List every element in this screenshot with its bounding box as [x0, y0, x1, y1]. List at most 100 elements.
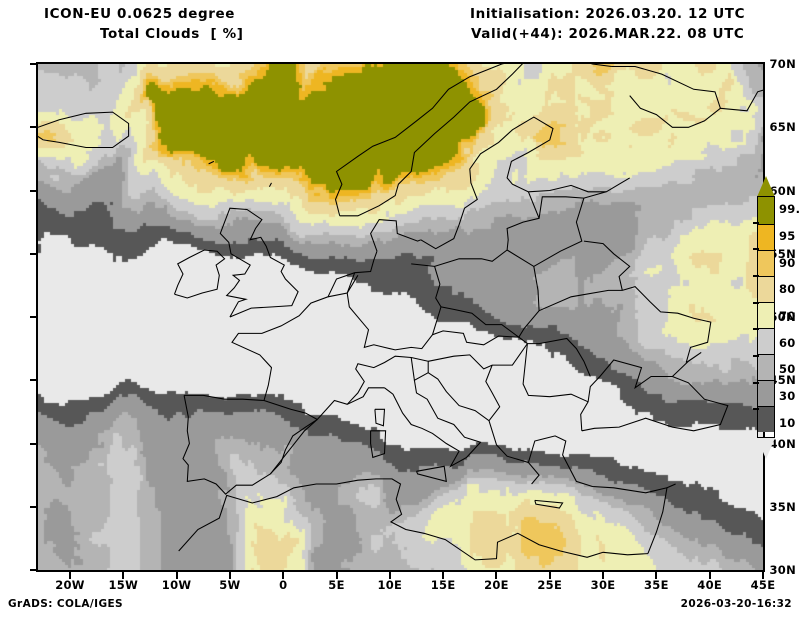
- colorbar-tick-mark: [753, 301, 759, 304]
- coastline-path: [433, 307, 519, 337]
- colorbar-tick-label: 50: [779, 362, 796, 377]
- coastline-path: [584, 241, 630, 290]
- header-left-block: ICON-EU 0.0625 degree Total Clouds [ %]: [44, 4, 374, 44]
- colorbar-band: [758, 327, 774, 354]
- colorbar: [757, 196, 775, 438]
- coastline-path: [519, 266, 539, 337]
- coastline-path: [347, 356, 428, 404]
- map-frame: [36, 62, 765, 572]
- coastline-path: [528, 463, 539, 485]
- lat-tick-mark: [30, 189, 37, 192]
- coastline-path: [612, 67, 721, 128]
- coastline-path: [435, 266, 441, 307]
- coastline-path: [535, 500, 563, 508]
- lat-tick-label: 45N: [769, 373, 796, 388]
- lon-tick-label: 30E: [590, 578, 616, 592]
- map-plot-area: [36, 62, 765, 572]
- coastline-path: [269, 183, 271, 187]
- colorbar-tick-mark: [753, 355, 759, 357]
- colorbar-band: [758, 275, 774, 302]
- coastline-path: [347, 273, 527, 350]
- coastline-path: [340, 64, 529, 216]
- coastline-path: [720, 87, 763, 111]
- colorbar-band: [758, 197, 774, 224]
- lat-tick-label: 40N: [769, 436, 796, 451]
- lon-tick-label: 45E: [750, 578, 776, 592]
- lon-tick-label: 20W: [55, 578, 85, 592]
- colorbar-tick-label: 90: [779, 255, 796, 270]
- lon-tick-mark: [335, 572, 338, 579]
- lon-tick-label: 10W: [161, 578, 192, 592]
- coastline-path: [220, 208, 298, 317]
- coastline-path: [175, 250, 225, 298]
- coastline-path: [209, 161, 214, 164]
- colorbar-tick-label: 70: [779, 309, 796, 323]
- lon-tick-mark: [228, 572, 231, 579]
- coastline-path: [528, 192, 539, 219]
- lat-tick-mark: [30, 126, 37, 129]
- lon-tick-mark: [282, 572, 285, 579]
- render-timestamp: 2026-03-20-16:32: [680, 598, 792, 610]
- colorbar-band: [758, 223, 774, 250]
- lon-tick-label: 5E: [328, 578, 345, 592]
- lon-tick-label: 40E: [697, 578, 723, 592]
- lon-tick-mark: [548, 572, 551, 579]
- lon-tick-label: 25E: [537, 578, 563, 592]
- coastline-path: [328, 275, 358, 297]
- lat-tick-label: 55N: [769, 246, 796, 261]
- lon-tick-mark: [762, 572, 764, 579]
- valid-time: Valid(+44): 2026.MAR.22. 08 UTC: [471, 26, 745, 42]
- coastline-path: [581, 360, 728, 431]
- coastline-path: [539, 287, 711, 363]
- lat-tick-label: 65N: [769, 120, 796, 135]
- colorbar-tick-label: 95: [779, 229, 796, 243]
- lon-tick-mark: [388, 572, 391, 579]
- coastline-path: [486, 365, 500, 421]
- coastline-path: [371, 431, 386, 458]
- lon-tick-label: 10E: [377, 578, 403, 592]
- colorbar-tick-mark: [753, 248, 759, 251]
- lon-tick-label: 35E: [643, 578, 669, 592]
- lon-tick-mark: [68, 572, 71, 579]
- colorbar-tick-mark: [753, 408, 759, 411]
- lon-tick-mark: [708, 572, 711, 579]
- colorbar-tick-label: 10: [779, 415, 796, 430]
- coastline-path: [183, 388, 385, 494]
- colorbar-tick-mark: [753, 275, 759, 277]
- lat-tick-mark: [30, 569, 37, 571]
- lat-tick-mark: [30, 442, 37, 445]
- colorbar-tick-mark: [753, 328, 759, 331]
- colorbar-tick-mark: [753, 221, 759, 224]
- colorbar-under-arrow: [757, 438, 775, 459]
- coastline-path: [507, 198, 584, 266]
- colorbar-band: [758, 380, 774, 407]
- lat-tick-label: 50N: [769, 310, 796, 324]
- lat-tick-mark: [30, 505, 37, 508]
- lat-tick-mark: [30, 252, 37, 255]
- colorbar-tick-label: 30: [779, 389, 796, 403]
- model-title: ICON-EU 0.0625 degree: [44, 6, 236, 22]
- lon-tick-mark: [655, 572, 658, 579]
- lon-tick-mark: [175, 572, 178, 579]
- coastline-path: [184, 251, 377, 400]
- colorbar-band: [758, 249, 774, 276]
- coastline-path: [336, 64, 612, 216]
- coastline-path: [672, 352, 701, 376]
- coastline-path: [411, 358, 414, 381]
- lat-tick-mark: [30, 316, 37, 318]
- coastline-path: [179, 479, 648, 560]
- colorbar-tick-label: 99.5: [779, 202, 800, 217]
- colorbar-tick-label: 60: [779, 335, 796, 350]
- initialisation-time: Initialisation: 2026.03.20. 12 UTC: [470, 6, 746, 22]
- coastline-path: [428, 339, 590, 377]
- lon-tick-mark: [442, 572, 445, 579]
- coastline-path: [417, 466, 447, 481]
- coastline-path: [371, 220, 421, 252]
- lon-tick-mark: [602, 572, 605, 579]
- colorbar-band: [758, 406, 774, 433]
- colorbar-tick-label: 80: [779, 282, 796, 297]
- lon-tick-mark: [495, 572, 498, 579]
- coastline-path: [421, 117, 607, 249]
- coastline-path: [411, 192, 606, 267]
